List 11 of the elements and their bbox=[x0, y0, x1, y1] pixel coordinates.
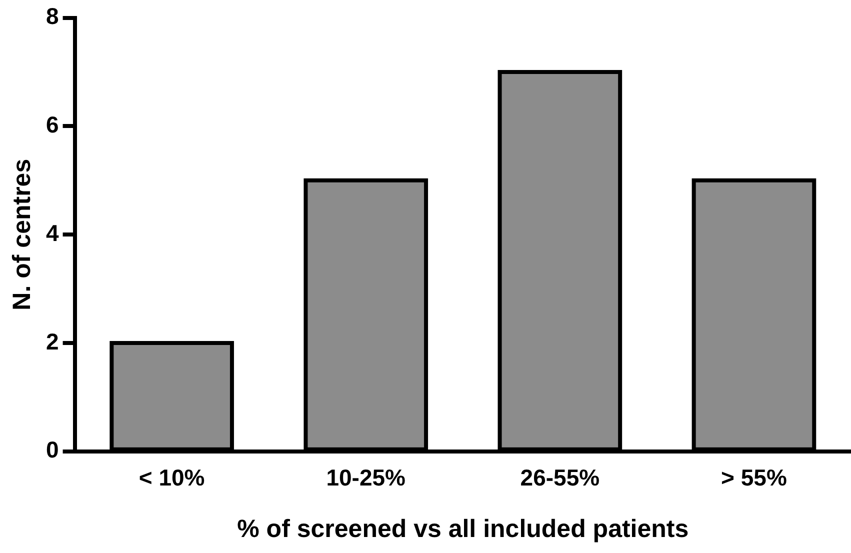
y-tick-label: 6 bbox=[46, 112, 59, 138]
x-tick-label: < 10% bbox=[138, 464, 205, 491]
y-tick-label: 8 bbox=[46, 3, 59, 30]
y-tick-label: 2 bbox=[46, 328, 59, 354]
x-tick-label: > 55% bbox=[721, 464, 787, 491]
x-tick-label: 26-55% bbox=[520, 464, 600, 491]
y-tick-label: 0 bbox=[46, 436, 59, 463]
y-tick-label: 4 bbox=[46, 220, 59, 246]
x-tick-label: 10-25% bbox=[326, 464, 406, 491]
x-axis-title: % of screened vs all included patients bbox=[237, 514, 689, 543]
y-axis-title: N. of centres bbox=[8, 158, 36, 310]
